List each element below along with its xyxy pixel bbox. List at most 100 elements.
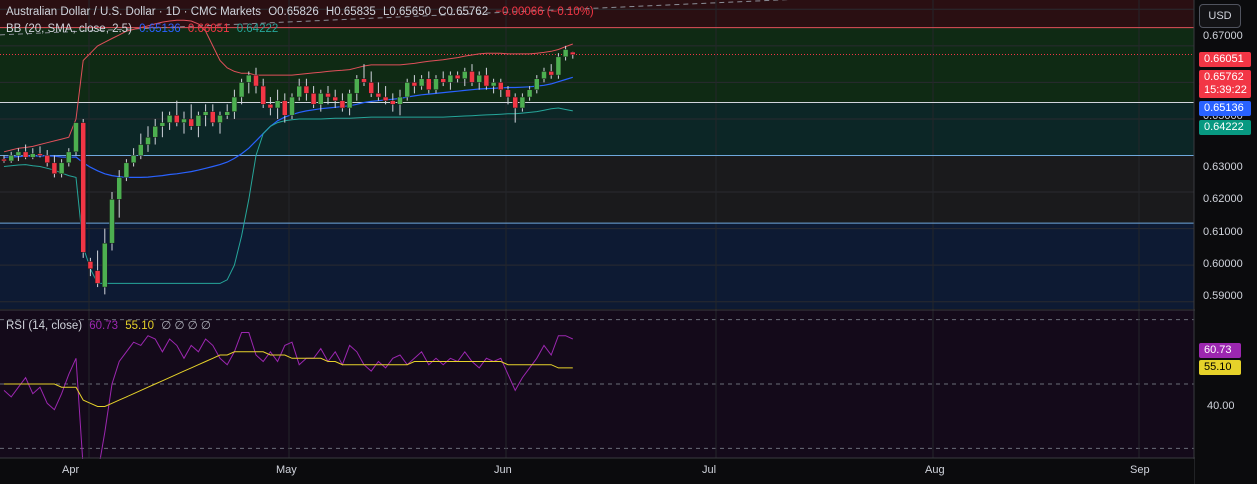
mid-range-zone [0,102,1194,156]
currency-button[interactable]: USD [1199,4,1241,28]
bb-basis-line [3,76,573,178]
candle-body [174,115,180,123]
candle-body [346,93,353,109]
candle-body [1,158,7,162]
candle-body [469,71,475,83]
bb-legend[interactable]: BB (20, SMA, close, 2.5) 0.65136 0.66051… [6,23,282,35]
candle-body [404,82,410,98]
open-value: 0.65826 [277,6,319,18]
candle-body [397,96,403,105]
rsi-ma-tag: 55.10 [1199,360,1241,375]
candle-body [102,242,108,288]
candle-body [80,122,86,253]
candle-body [202,111,209,116]
price-tick: 0.61000 [1203,226,1243,238]
candle-body [541,71,547,79]
candle-body [498,82,504,90]
time-label-may: May [276,464,297,476]
candle-body [224,111,230,116]
candle-body [195,115,202,127]
support-zone [0,223,1194,309]
candle-body [130,155,137,164]
bb-lower-value: 0.64222 [236,23,279,35]
open-label: O [268,6,278,18]
candle-body [123,162,130,178]
candle-body [555,56,562,76]
candle-body [152,126,158,138]
candle-body [447,74,454,83]
candle-body [44,155,50,164]
rsi-value: 60.73 [89,320,119,332]
candle-body [325,93,331,98]
candle-body [318,93,324,105]
price-tick: 0.67000 [1203,30,1243,42]
symbol-title: Australian Dollar / U.S. Dollar · 1D · C… [6,6,261,18]
low-label: L [383,6,390,18]
rsi-tag: 60.73 [1199,343,1241,358]
bb-basis-tag: 0.65136 [1199,101,1251,116]
candle-body [58,162,65,175]
candle-body [51,162,58,175]
candle-body [145,136,151,145]
candle-body [253,74,259,87]
last-price-tag: 0.65762 [1199,70,1251,85]
candle-body [440,78,446,83]
bb-upper-line [3,19,573,153]
candle-body [231,96,238,112]
candle-body [483,74,490,87]
candle-body [66,151,72,164]
candle-body [390,100,396,105]
candle-body [454,74,461,79]
candle-body [282,100,288,116]
candle-body [166,115,173,123]
close-label: C [438,6,447,18]
price-tick: 0.60000 [1203,258,1243,270]
candle-body [548,71,554,76]
candle-body [267,104,274,109]
time-label-sep: Sep [1130,464,1150,476]
rsi-extra: ∅ ∅ ∅ ∅ [161,320,211,332]
low-value: 0.65650 [389,6,431,18]
candle-body [116,177,122,200]
candle-body [37,153,43,156]
candle-body [433,78,439,90]
candle-body [22,151,29,158]
candle-body [15,151,22,156]
rsi-label: RSI (14, close) [6,320,83,332]
candle-body [260,85,266,105]
bb-label: BB (20, SMA, close, 2.5) [6,23,132,35]
candle-body [210,111,216,123]
time-label-jun: Jun [494,464,512,476]
bb-upper-tag: 0.66051 [1199,52,1251,67]
candle-body [303,85,310,94]
candle-body [238,82,245,98]
candle-body [368,82,374,94]
rsi-legend[interactable]: RSI (14, close) 60.73 55.10 ∅ ∅ ∅ ∅ [6,318,215,332]
candle-body [534,78,540,90]
resistance-zone [0,0,1194,28]
candle-body [519,96,526,109]
candle-body [411,82,418,87]
candle-body [418,78,425,87]
candle-body [354,78,360,94]
price-tick: 0.59000 [1203,290,1243,302]
candle-body [73,122,79,153]
bb-basis-value: 0.65136 [139,23,181,35]
candle-body [332,96,338,101]
candle-body [109,199,115,244]
candle-body [382,96,389,101]
candle-body [159,122,166,127]
time-label-aug: Aug [925,464,945,476]
upper-range-zone [0,27,1194,103]
candle-body [361,78,367,83]
rsi-tick: 40.00 [1207,400,1235,412]
candle-body [570,51,576,55]
candle-body [30,153,36,158]
time-label-apr: Apr [62,464,80,476]
candle-body [188,118,194,127]
candle-body [217,115,223,123]
rsi-ma-line [4,351,573,407]
candle-body [87,261,94,270]
bb-upper-value: 0.66051 [187,23,230,35]
